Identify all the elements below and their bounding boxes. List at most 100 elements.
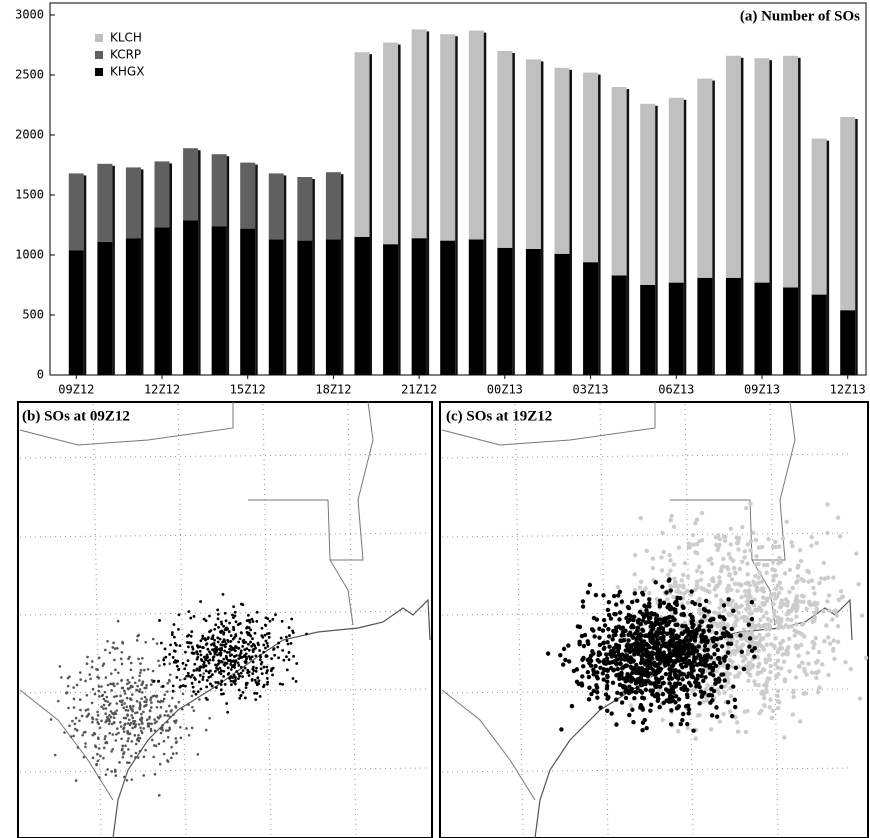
observation-point [677,638,682,644]
observation-point [284,635,288,639]
observation-point [260,634,264,638]
observation-point [230,683,233,687]
observation-point [835,639,841,645]
observation-point [267,632,271,635]
observation-point [139,726,142,730]
bar-segment [554,67,570,254]
observation-point [619,691,624,697]
observation-point [114,668,117,672]
observation-point [690,599,695,605]
observation-point [168,662,172,665]
observation-point [172,623,176,626]
observation-point [143,695,147,699]
observation-point [157,716,161,720]
observation-point [814,606,820,612]
bar-segment [725,277,741,375]
parallel [441,767,853,773]
observation-point [773,661,778,667]
observation-point [713,681,718,686]
observation-point [611,646,617,651]
observation-point [237,663,241,667]
observation-point [84,709,88,712]
observation-point [127,761,131,765]
observation-point [238,637,242,641]
observation-point [825,599,830,604]
observation-point [754,588,760,593]
observation-point [127,687,130,691]
observation-point [108,731,112,735]
observation-point [82,755,86,759]
observation-point [668,518,673,523]
observation-point [747,644,752,649]
observation-point [591,667,596,672]
observation-point [262,643,266,647]
bar-segment [68,173,84,251]
observation-point [295,662,299,665]
observation-point [97,747,101,750]
observation-point [108,651,112,655]
observation-point [245,619,249,623]
observation-point [126,682,129,686]
observation-point [708,655,714,660]
observation-point [699,510,705,516]
observation-point [600,628,606,633]
observation-point [813,660,819,665]
observation-point [778,623,783,629]
observation-point [199,600,202,603]
observation-point [140,691,144,694]
observation-point [605,679,610,684]
observation-point [781,659,787,664]
observation-point [232,647,236,651]
observation-point [201,637,205,640]
observation-point [606,634,612,639]
observation-point [173,650,177,653]
observation-point [635,651,641,657]
observation-point [728,526,733,531]
observation-point [648,638,653,644]
observation-point [611,593,617,599]
observation-point [733,602,739,607]
observation-point [721,620,726,625]
observation-point [110,722,114,726]
observation-point [244,686,248,690]
observation-point [623,689,628,694]
observation-point [639,657,645,662]
observation-point [723,534,728,539]
legend-swatch [95,68,103,76]
bar-shadow [112,165,115,375]
observation-point [810,619,815,625]
observation-point [696,564,702,570]
observation-point [749,648,755,654]
bar-segment [754,282,770,375]
observation-point [685,721,690,727]
observation-point [250,644,254,648]
observation-point [741,635,746,641]
observation-point [216,667,220,671]
observation-point [764,596,769,601]
observation-point [86,708,90,711]
observation-point [241,669,245,672]
observation-point [85,715,89,718]
observation-point [265,669,269,673]
observation-point [722,658,727,663]
observation-point [286,642,290,646]
observation-point [632,696,637,701]
observation-point [606,599,612,605]
observation-point [630,707,635,712]
observation-point [172,635,176,639]
observation-point [247,674,251,677]
observation-point [686,658,692,664]
observation-point [732,650,738,656]
border [19,689,114,801]
observation-point [795,578,800,584]
observation-point [86,655,89,659]
observation-point [729,626,734,632]
x-tick-label: 03Z13 [573,383,609,397]
observation-point [168,715,172,719]
observation-point [120,679,123,682]
parallel [19,532,431,538]
observation-point [677,590,683,595]
observation-point [758,617,763,623]
bar-shadow [455,36,458,375]
observation-point [732,697,738,703]
